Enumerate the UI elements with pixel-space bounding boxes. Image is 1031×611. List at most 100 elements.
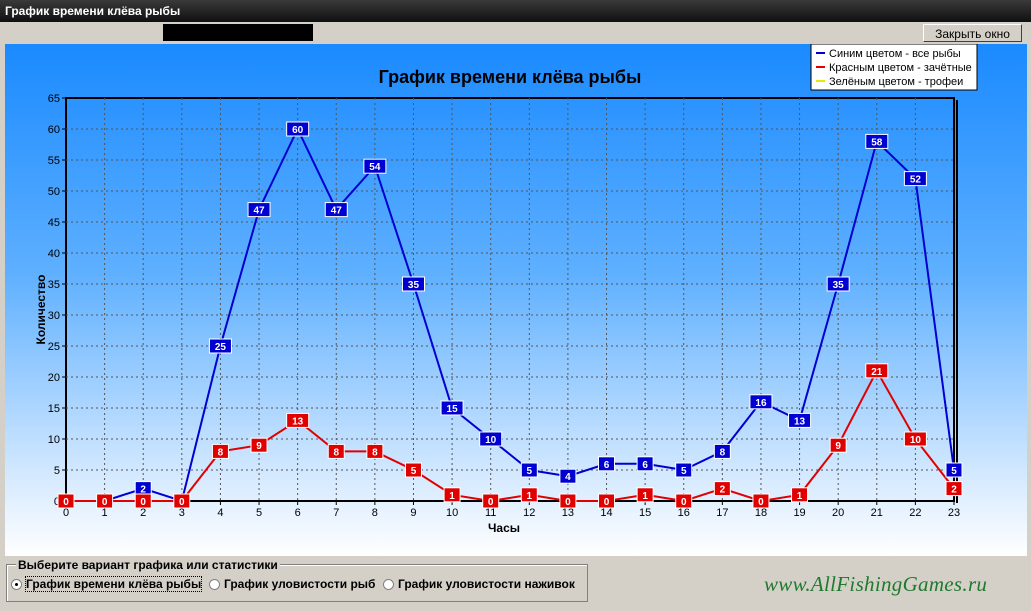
line-chart: График времени клёва рыбы051015202530354… xyxy=(34,44,978,535)
x-tick-label: 17 xyxy=(716,507,728,519)
data-label-1: 10 xyxy=(910,435,922,446)
data-label-box-1 xyxy=(945,481,963,497)
data-label-box-0 xyxy=(598,456,616,472)
data-label-1: 1 xyxy=(527,491,533,502)
x-tick-label: 11 xyxy=(485,507,496,519)
y-tick-label: 40 xyxy=(48,248,60,260)
y-axis-label: Количество xyxy=(34,275,48,345)
data-label-1: 0 xyxy=(102,497,108,508)
data-label-box-1 xyxy=(713,481,731,497)
data-label-box-1 xyxy=(250,437,268,453)
toolbar xyxy=(0,22,1031,44)
data-label-1: 0 xyxy=(140,497,146,508)
y-tick-label: 0 xyxy=(54,496,60,508)
data-label-box-1 xyxy=(752,493,770,509)
x-tick-label: 14 xyxy=(600,507,612,519)
data-label-0: 6 xyxy=(642,460,648,471)
radio-selected-icon[interactable] xyxy=(11,578,22,590)
data-label-0: 25 xyxy=(215,342,227,353)
x-tick-label: 19 xyxy=(793,507,805,519)
data-label-box-1 xyxy=(675,493,693,509)
data-label-box-0 xyxy=(636,456,654,472)
data-label-0: 47 xyxy=(331,206,343,217)
x-tick-label: 9 xyxy=(410,507,416,519)
x-tick-label: 20 xyxy=(832,507,844,519)
bottom-panel: Выберите вариант графика или статистики … xyxy=(0,556,1031,611)
data-label-1: 21 xyxy=(871,367,883,378)
data-label-box-1 xyxy=(173,493,191,509)
y-tick-label: 30 xyxy=(48,310,60,322)
data-label-1: 8 xyxy=(333,447,339,458)
data-label-box-0 xyxy=(749,394,773,410)
data-label-box-0 xyxy=(559,468,577,484)
data-label-1: 5 xyxy=(411,466,417,477)
data-label-box-1 xyxy=(559,493,577,509)
x-tick-label: 23 xyxy=(948,507,960,519)
window-titlebar: График времени клёва рыбы xyxy=(0,0,1031,22)
data-label-1: 8 xyxy=(372,447,378,458)
data-label-0: 8 xyxy=(720,447,726,458)
data-label-box-1 xyxy=(829,437,847,453)
data-label-0: 47 xyxy=(253,206,265,217)
x-tick-label: 7 xyxy=(333,507,339,519)
y-tick-label: 55 xyxy=(48,155,60,167)
data-label-box-0 xyxy=(520,462,538,478)
data-label-box-0 xyxy=(675,462,693,478)
option-bite-time-label: График времени клёва рыбы xyxy=(24,576,203,592)
y-tick-label: 50 xyxy=(48,186,60,198)
y-tick-label: 65 xyxy=(48,93,60,105)
x-tick-label: 6 xyxy=(295,507,301,519)
data-label-box-1 xyxy=(636,487,654,503)
option-bait-catch[interactable]: График уловистости наживок xyxy=(383,577,575,591)
chart-option-group-label: Выберите вариант графика или статистики xyxy=(16,558,280,572)
data-label-0: 60 xyxy=(292,125,304,136)
x-tick-label: 10 xyxy=(446,507,458,519)
data-label-1: 2 xyxy=(720,485,726,496)
data-label-0: 35 xyxy=(408,280,420,291)
data-label-0: 16 xyxy=(755,398,767,409)
y-tick-label: 10 xyxy=(48,434,60,446)
radio-empty-icon[interactable] xyxy=(209,578,220,590)
data-label-1: 0 xyxy=(488,497,494,508)
data-label-box-0 xyxy=(247,202,271,218)
x-tick-label: 0 xyxy=(63,507,69,519)
y-tick-label: 35 xyxy=(48,279,60,291)
y-tick-label: 60 xyxy=(48,124,60,136)
series-line-0 xyxy=(66,126,955,503)
option-fish-catch[interactable]: График уловистости рыб xyxy=(209,577,375,591)
close-window-button[interactable]: Закрыть окно xyxy=(923,24,1022,42)
data-label-1: 1 xyxy=(642,491,648,502)
data-label-box-0 xyxy=(208,338,232,354)
data-label-box-0 xyxy=(479,431,503,447)
data-label-1: 8 xyxy=(218,447,224,458)
data-label-0: 5 xyxy=(951,466,957,477)
option-bait-catch-label: График уловистости наживок xyxy=(398,577,575,591)
x-tick-label: 5 xyxy=(256,507,262,519)
data-label-1: 0 xyxy=(63,497,69,508)
plot-frame xyxy=(65,97,955,502)
data-label-box-0 xyxy=(826,276,850,292)
data-label-0: 13 xyxy=(794,416,806,427)
x-tick-label: 12 xyxy=(523,507,535,519)
data-label-0: 15 xyxy=(447,404,459,415)
data-label-box-1 xyxy=(482,493,500,509)
radio-empty-icon[interactable] xyxy=(383,578,394,590)
x-tick-label: 8 xyxy=(372,507,378,519)
data-label-1: 0 xyxy=(179,497,185,508)
data-label-0: 4 xyxy=(565,472,571,483)
data-label-0: 10 xyxy=(485,435,497,446)
x-tick-label: 21 xyxy=(871,507,883,519)
data-label-box-1 xyxy=(57,493,75,509)
y-tick-label: 5 xyxy=(54,465,60,477)
legend-item-label-1: Красным цветом - зачётные xyxy=(829,62,972,74)
option-fish-catch-label: График уловистости рыб xyxy=(224,577,376,591)
data-label-box-0 xyxy=(401,276,425,292)
window-title: График времени клёва рыбы xyxy=(5,4,181,18)
legend-item-label-2: Зелёным цветом - трофеи xyxy=(829,76,963,88)
x-tick-label: 3 xyxy=(179,507,185,519)
option-bite-time[interactable]: График времени клёва рыбы xyxy=(11,576,203,592)
data-label-1: 0 xyxy=(758,497,764,508)
data-label-box-0 xyxy=(788,412,812,428)
data-label-0: 2 xyxy=(140,485,146,496)
legend-item-label-0: Синим цветом - все рыбы xyxy=(829,48,961,60)
